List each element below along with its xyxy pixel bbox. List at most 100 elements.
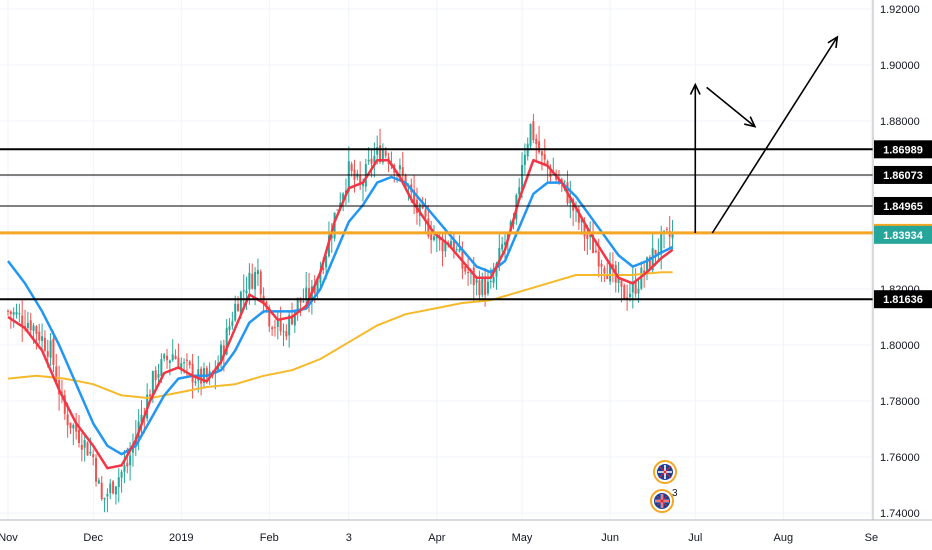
candle-body [492,277,495,283]
x-tick-label: Feb [260,532,279,544]
candle-body [532,121,535,141]
candle-body [452,238,455,252]
candle-body [589,234,592,237]
candle-body [256,270,259,275]
arrow-head [689,82,701,95]
candle-body [651,248,654,271]
candle-body [384,151,387,156]
candle-body [52,338,55,365]
moving-averages [7,158,674,470]
candle-body [325,255,328,268]
candle-body [129,455,132,466]
arrow-head [744,116,757,128]
candle-body [467,272,470,274]
x-tick-label: 3 [346,532,352,544]
candle-body [177,357,180,369]
candle-body [376,147,379,155]
candle-body [592,234,595,254]
candle-body [359,174,362,185]
candle-body [609,263,612,282]
arrow-line[interactable] [706,86,756,128]
level-tag: 1.86989 [883,144,923,156]
candle-body [251,273,254,289]
level-tag: 1.84965 [883,201,923,213]
candle-body [648,256,651,269]
candle-body [228,326,231,331]
candle-body [450,240,453,246]
current-price-tag: 1.83934 [883,230,924,242]
candle-body [427,218,430,237]
candle-body [117,477,120,488]
candle-body [611,264,614,268]
level-tag-bg [874,165,932,184]
candle-body [356,173,359,178]
candle-body [55,366,58,382]
candle-body [313,284,316,294]
candle-body [350,164,353,172]
x-tick-label: 2019 [169,532,193,544]
candle-body [322,267,325,270]
candle-body [191,363,194,383]
event-gb-flag-icon[interactable] [650,489,674,513]
candle-body [546,161,549,167]
horizontal-levels[interactable] [0,148,873,301]
candle-body [523,154,526,165]
candle-body [225,328,228,355]
candle-body [95,457,98,482]
candle-body [660,233,663,255]
level-tag-bg [874,290,932,309]
candle-body [288,315,291,336]
candle-body [166,355,169,361]
time-axis[interactable]: Nov Dec 2019 Feb 3 Apr May Jun Jul Aug Se [0,519,932,544]
candle-body [49,340,52,358]
candle-body [657,252,660,254]
candle-body [26,323,29,329]
candle-body [455,249,458,251]
candle-body [620,280,623,287]
event-au-flag-icon[interactable] [653,460,677,484]
candle-body [654,249,657,255]
candle-body [103,497,106,500]
candle-body [543,154,546,160]
candle-body [89,451,92,454]
y-tick-label: 1.74000 [880,508,920,520]
candle-body [495,263,498,277]
candle-body [220,344,222,364]
candle-body [606,274,609,279]
y-tick-label: 1.78000 [880,396,920,408]
price-tags: 1.869891.860731.849651.840041.816361.839… [874,140,932,309]
economic-events[interactable]: 3 [650,460,678,513]
candle-body [18,313,21,315]
arrow-head [827,35,839,49]
candle-body [151,371,154,397]
arrow-line[interactable] [711,36,838,234]
candle-body [489,281,492,283]
candle-body [540,151,543,156]
candle-body [285,331,288,337]
candle-body [597,251,600,267]
y-tick-label: 1.92000 [880,4,920,16]
candle-body [120,471,123,478]
candle-body [92,454,95,458]
candle-body [563,180,566,182]
candle-body [72,424,75,429]
candle-body [140,414,143,422]
candle-body [114,486,117,495]
candle-body [628,293,631,298]
candle-body [302,301,305,303]
candle-body [41,336,44,342]
price-axis[interactable]: 1.920001.900001.880001.860001.840001.820… [872,0,920,520]
candle-body [398,165,401,170]
level-tag-bg [874,140,932,159]
y-tick-label: 1.90000 [880,60,920,72]
projection-arrows[interactable] [689,35,839,234]
candle-body [154,370,157,381]
x-tick-label: Se [865,532,878,544]
candle-body [538,141,541,153]
x-tick-label: Apr [428,532,445,544]
candle-body [441,241,444,252]
candle-body [188,361,191,366]
candle-body [237,303,240,312]
candle-body [293,311,296,326]
